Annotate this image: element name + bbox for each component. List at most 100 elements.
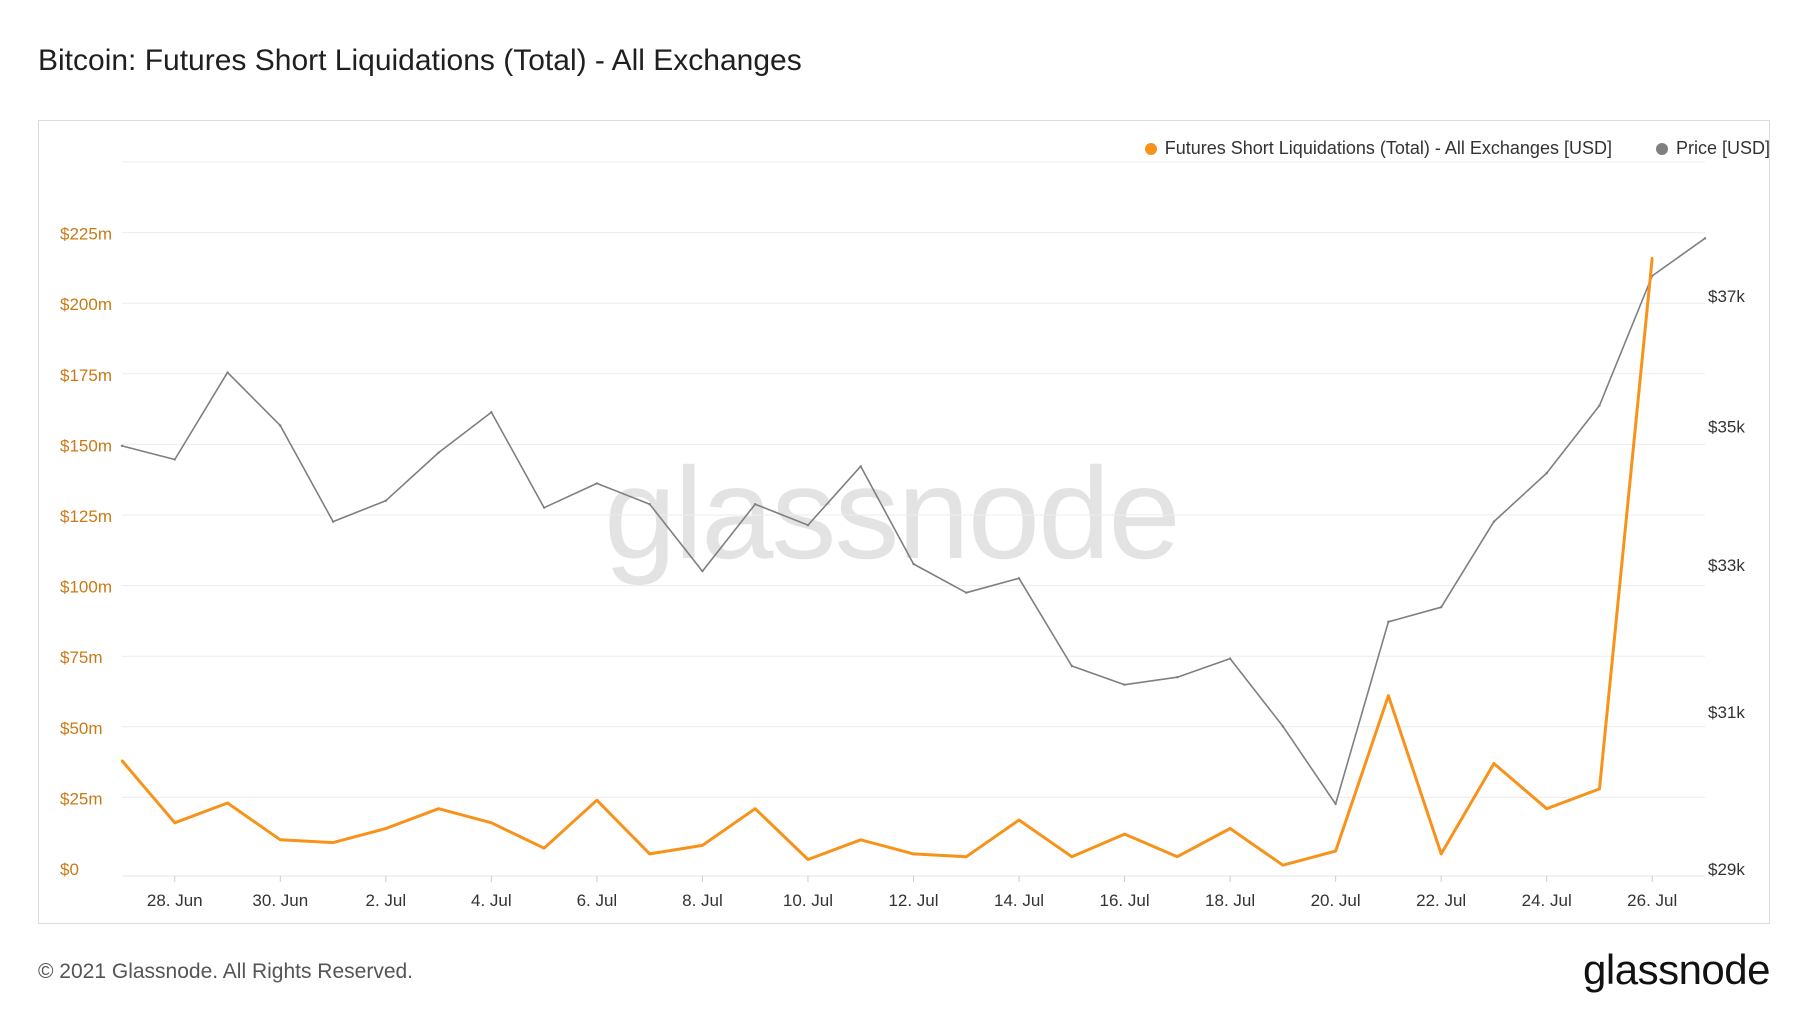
y-left-tick-label: $150m	[60, 436, 112, 455]
x-tick-label: 18. Jul	[1205, 891, 1255, 910]
y-left-tick-label: $100m	[60, 578, 112, 597]
liquidations-series-point	[1439, 852, 1443, 856]
liquidations-series-point	[542, 847, 546, 850]
chart-panel	[38, 120, 1770, 924]
price-series-point	[1123, 683, 1126, 686]
price-series-point	[120, 444, 124, 448]
y-left-tick-label: $75m	[60, 648, 103, 667]
price-series-point	[1070, 664, 1074, 668]
x-tick-label: 20. Jul	[1311, 891, 1361, 910]
x-tick-label: 26. Jul	[1627, 891, 1677, 910]
liquidations-series-point	[859, 838, 862, 841]
liquidations-series-point	[437, 807, 440, 810]
price-series-point	[1176, 676, 1179, 679]
price-series-point	[648, 503, 651, 506]
liquidations-series-point	[754, 807, 757, 810]
x-tick-label: 8. Jul	[682, 891, 723, 910]
y-right-tick-label: $35k	[1708, 418, 1745, 437]
price-series-point	[859, 465, 862, 468]
liquidations-series-point	[1123, 832, 1126, 836]
liquidations-series-point	[331, 841, 335, 844]
price-series-point	[1017, 577, 1021, 580]
liquidations-series-point	[701, 844, 704, 847]
y-left-tick-label: $175m	[60, 366, 112, 385]
price-series-point	[1703, 237, 1707, 240]
price-series-point	[542, 506, 546, 509]
price-series-point	[490, 411, 493, 414]
legend: Futures Short Liquidations (Total) - All…	[1144, 138, 1770, 159]
price-series-point	[1281, 725, 1285, 728]
price-series-point	[437, 451, 440, 454]
liquidations-series-point	[806, 858, 810, 861]
chart-title: Bitcoin: Futures Short Liquidations (Tot…	[38, 44, 802, 77]
price-series-point	[912, 562, 915, 566]
y-left-tick-label: $0	[60, 860, 79, 879]
price-series-point	[384, 499, 388, 502]
footer-copyright: © 2021 Glassnode. All Rights Reserved.	[38, 960, 414, 983]
liquidations-series-point	[648, 852, 651, 856]
y-left-tick-label: $25m	[60, 789, 103, 808]
liquidations-series-point	[384, 827, 388, 830]
liquidations-series-point	[1598, 787, 1601, 791]
liquidations-series-point	[226, 801, 229, 805]
y-left-tick-label: $50m	[60, 719, 103, 738]
x-tick-label: 6. Jul	[577, 891, 618, 910]
liquidations-series-point	[1387, 694, 1390, 697]
liquidations-series-point	[490, 821, 493, 825]
price-series-point	[965, 591, 968, 594]
y-left-tick-label: $225m	[60, 225, 112, 244]
price-series-point	[754, 503, 757, 506]
x-tick-label: 10. Jul	[783, 891, 833, 910]
y-left-tick-label: $200m	[60, 295, 112, 314]
price-series-point	[1228, 657, 1232, 660]
x-tick-label: 16. Jul	[1100, 891, 1150, 910]
price-series-point	[331, 520, 335, 523]
x-tick-label: 12. Jul	[888, 891, 938, 910]
liquidations-series-point	[965, 855, 968, 858]
legend-dot-liquidations	[1144, 142, 1157, 155]
liquidations-series-point	[1070, 855, 1074, 858]
price-series-point	[1439, 605, 1443, 609]
legend-item-price[interactable]: Price [USD]	[1655, 138, 1770, 159]
price-series-point	[701, 569, 704, 573]
x-tick-label: 22. Jul	[1416, 891, 1466, 910]
liquidations-series-line	[120, 257, 1654, 867]
legend-item-liquidations[interactable]: Futures Short Liquidations (Total) - All…	[1144, 138, 1612, 159]
liquidations-series-point	[1176, 855, 1179, 858]
x-tick-label: 4. Jul	[471, 891, 512, 910]
price-series-point	[1387, 620, 1390, 623]
x-tick-label: 14. Jul	[994, 891, 1044, 910]
liquidations-series-point	[1334, 849, 1337, 853]
liquidations-series-point	[173, 821, 176, 825]
y-right-tick-label: $33k	[1708, 556, 1745, 575]
price-series-point	[279, 424, 282, 427]
liquidations-series-point	[1545, 807, 1548, 810]
legend-dot-price	[1655, 142, 1668, 155]
liquidations-series-point	[595, 799, 599, 802]
liquidations-series-point	[1281, 863, 1285, 867]
x-tick-label: 24. Jul	[1522, 891, 1572, 910]
price-series-point	[173, 458, 176, 461]
liquidations-series-point	[279, 838, 282, 841]
x-tick-label: 28. Jun	[147, 891, 203, 910]
liquidations-series-point	[1017, 818, 1021, 822]
footer-logo: glassnode	[1583, 946, 1770, 993]
y-right-tick-label: $29k	[1708, 860, 1745, 879]
price-series-line	[121, 237, 1706, 805]
y-left-tick-label: $125m	[60, 507, 112, 526]
legend-label-liquidations: Futures Short Liquidations (Total) - All…	[1164, 138, 1612, 158]
y-right-tick-label: $31k	[1708, 703, 1745, 722]
price-series-point	[1545, 471, 1548, 475]
price-series-point	[1598, 404, 1601, 407]
liquidations-series-point	[912, 852, 915, 856]
liquidations-series-point	[1228, 827, 1232, 830]
y-right-tick-label: $37k	[1708, 287, 1745, 306]
price-series-point	[226, 371, 229, 374]
x-tick-label: 2. Jul	[366, 891, 407, 910]
legend-label-price: Price [USD]	[1675, 138, 1770, 158]
price-series-point	[1334, 802, 1337, 806]
x-tick-label: 30. Jun	[252, 891, 308, 910]
watermark: glassnode	[604, 440, 1181, 586]
price-series-point	[595, 482, 599, 485]
